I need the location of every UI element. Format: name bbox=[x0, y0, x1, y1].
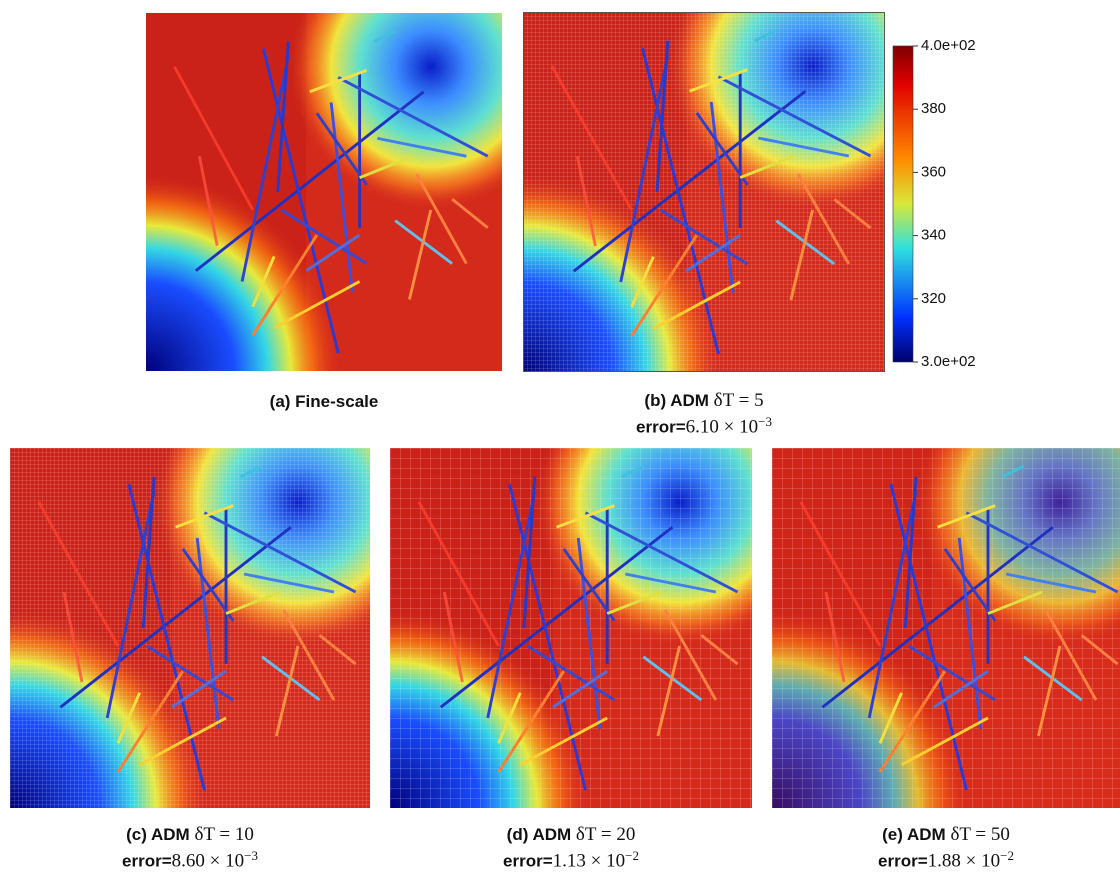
panel-image bbox=[10, 448, 370, 808]
param: δT = 5 bbox=[713, 390, 764, 411]
caption-text: (b) ADM bbox=[644, 391, 709, 410]
caption-text: (c) ADM bbox=[126, 825, 190, 844]
caption-text: δT = 20 bbox=[575, 824, 636, 845]
colorbar-tick-label: 3.0e+02 bbox=[921, 353, 976, 370]
colorbar-tick-label: 380 bbox=[921, 100, 946, 117]
panel-image bbox=[146, 13, 502, 371]
colorbar-tick-label: 340 bbox=[921, 227, 946, 244]
caption-text: 8.60 × 10 bbox=[171, 850, 245, 872]
caption-text: 6.10 × 10 bbox=[685, 416, 759, 438]
caption-error: error=1.13 × 10−2 bbox=[390, 848, 752, 873]
caption: (b) ADM δT = 5 bbox=[523, 390, 885, 412]
caption-text: error= bbox=[122, 851, 172, 871]
caption-text: (d) ADM bbox=[506, 825, 572, 844]
caption-text: −2 bbox=[1000, 848, 1014, 863]
panel-image bbox=[772, 448, 1120, 808]
caption-text: −3 bbox=[758, 414, 772, 429]
caption-text: 1.13 × 10 bbox=[552, 850, 626, 872]
caption-error: error=1.88 × 10−2 bbox=[772, 848, 1120, 873]
caption-error: error=8.60 × 10−3 bbox=[10, 848, 370, 873]
caption: (e) ADM δT = 50 bbox=[772, 824, 1120, 846]
caption-text: δT = 50 bbox=[950, 824, 1010, 845]
caption-text: −3 bbox=[244, 848, 258, 863]
caption-text: 1.88 × 10 bbox=[927, 850, 1001, 872]
caption-error: error=6.10 × 10−3 bbox=[523, 414, 885, 439]
panel-image bbox=[390, 448, 752, 808]
caption-text: (a) Fine-scale bbox=[269, 392, 379, 411]
panel-image bbox=[523, 12, 885, 372]
colorbar-tick-label: 320 bbox=[921, 290, 946, 307]
caption: (c) ADM δT = 10 bbox=[10, 824, 370, 846]
caption-text: δT = 10 bbox=[194, 824, 254, 845]
caption-text: error= bbox=[636, 417, 686, 437]
colorbar-tick-label: 4.0e+02 bbox=[921, 37, 976, 54]
colorbar-ramp bbox=[892, 45, 914, 363]
caption-text: (e) ADM bbox=[882, 825, 946, 844]
caption: (a) Fine-scale bbox=[146, 392, 502, 412]
caption: (d) ADM δT = 20 bbox=[390, 824, 752, 846]
caption-text: −2 bbox=[625, 848, 639, 863]
caption-text: error= bbox=[503, 851, 553, 871]
colorbar: 4.0e+02 380 360 340 320 3.0e+02 bbox=[892, 37, 976, 370]
colorbar-tick-label: 360 bbox=[921, 163, 946, 180]
caption-text: error= bbox=[878, 851, 928, 871]
